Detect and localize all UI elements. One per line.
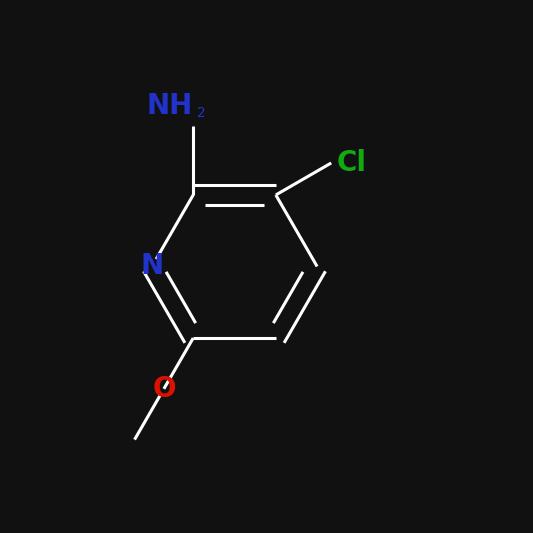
Text: NH: NH: [147, 92, 193, 120]
Text: O: O: [152, 375, 176, 403]
Text: Cl: Cl: [336, 149, 367, 177]
Text: N: N: [140, 253, 164, 280]
Text: $_2$: $_2$: [196, 101, 205, 120]
